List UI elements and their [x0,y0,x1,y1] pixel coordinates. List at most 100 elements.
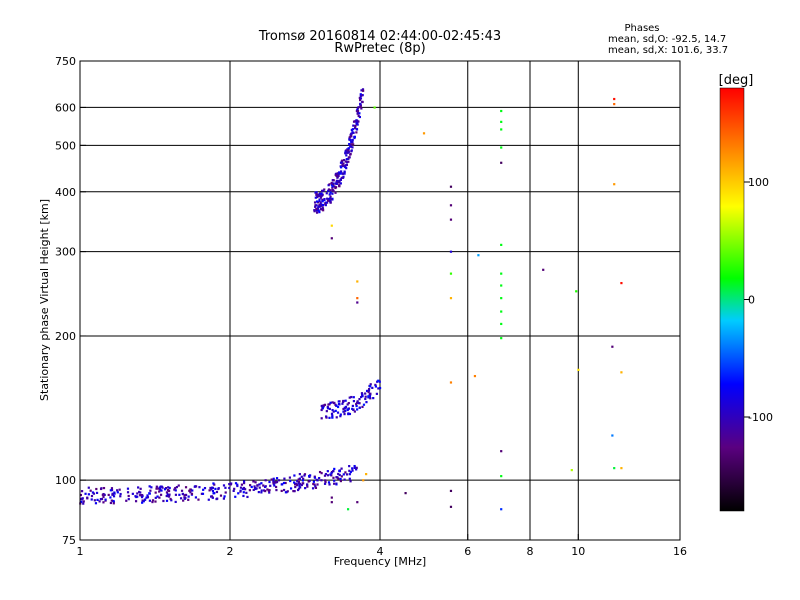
x-tick-label: 8 [527,545,534,558]
data-point [329,189,332,192]
data-point [326,405,329,409]
data-point [315,207,318,211]
data-point [79,493,82,497]
data-point [348,142,351,146]
data-point [112,499,115,503]
data-point [323,474,327,477]
data-point [303,474,306,477]
stats-heading: Phases [624,23,659,34]
data-point [500,272,503,275]
data-point [365,473,368,476]
data-point [268,491,271,494]
data-point [500,243,503,246]
data-point [246,495,249,499]
data-point [329,191,332,194]
data-point [119,495,122,498]
data-point [355,466,358,469]
data-point [342,399,345,403]
data-point [331,416,334,419]
data-point [302,477,305,480]
data-point [141,499,144,502]
data-point [168,493,171,496]
data-point [320,472,323,475]
data-point [336,411,340,414]
data-point [260,489,263,492]
data-point [343,170,346,173]
data-point [295,483,299,487]
stats-line-x: mean, sd,X: 101.6, 33.7 [608,45,728,56]
data-point [207,498,210,501]
data-point [500,508,503,511]
data-point [277,479,281,482]
data-point [337,181,340,184]
data-point [343,406,346,409]
data-point [378,386,382,390]
data-point [317,193,320,196]
data-point [190,492,194,495]
data-point [175,485,179,489]
data-point [342,407,345,411]
data-point [324,479,327,482]
data-point [264,479,267,482]
data-point [92,492,96,495]
data-point [343,172,346,175]
data-point [275,477,279,480]
data-point [181,492,185,496]
chart-title: Tromsø 20160814 02:44:00-02:45:43 [258,29,501,44]
data-point [102,495,105,498]
data-point [174,489,177,492]
data-point [289,487,293,490]
data-point [296,479,299,483]
data-point [500,284,503,287]
data-point [272,481,275,484]
data-point [134,500,138,503]
y-tick-label: 750 [55,55,76,68]
data-point [315,193,318,196]
data-point [269,484,272,487]
data-point [361,100,364,104]
data-point [352,396,355,399]
data-point [295,482,298,485]
data-point [222,484,226,487]
data-point [348,477,351,480]
data-point [346,148,349,151]
data-point [613,467,616,470]
data-point [282,481,286,485]
data-point [136,492,139,495]
data-point [351,138,354,142]
data-point [335,476,338,479]
data-point [500,297,503,300]
data-point [158,487,162,491]
data-point [338,171,341,174]
data-point [90,498,93,501]
data-point [351,146,354,149]
chart-subtitle: RwPretec (8p) [334,41,425,56]
data-point [326,407,330,410]
data-point [355,468,358,471]
data-point [135,495,138,499]
data-point [258,483,261,486]
data-point [297,480,301,484]
data-point [264,489,267,493]
data-point [344,152,347,155]
data-point [357,120,360,123]
data-point [86,497,89,500]
data-point [272,482,275,485]
data-point [160,489,163,492]
data-point [306,483,309,486]
data-point [272,479,275,482]
data-point [324,480,327,484]
data-point [352,124,355,127]
data-point [333,401,336,405]
data-point [178,493,181,496]
data-point [347,407,350,411]
data-point [301,482,304,485]
data-point [297,487,301,490]
data-point [312,480,316,483]
data-point [274,480,278,483]
data-point [338,184,341,187]
data-point [331,408,334,412]
data-point [262,489,266,492]
data-point [335,404,338,407]
data-point [288,476,292,479]
